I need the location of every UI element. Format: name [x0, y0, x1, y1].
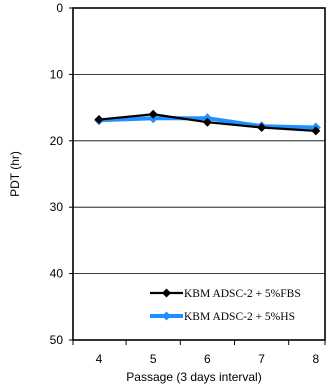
legend-swatch-marker [162, 288, 171, 298]
x-tick-label: 5 [150, 352, 157, 366]
legend-swatch-marker [162, 311, 171, 321]
y-axis-ticks: 0 10 20 30 40 50 [50, 1, 73, 347]
gridlines [73, 74, 325, 275]
legend: KBM ADSC-2 + 5%FBS KBM ADSC-2 + 5%HS [150, 288, 301, 323]
x-tick-label: 4 [96, 352, 103, 366]
x-tick-label: 6 [204, 352, 211, 366]
legend-label: KBM ADSC-2 + 5%HS [184, 311, 295, 323]
x-tick-label: 8 [312, 352, 319, 366]
y-tick-label: 30 [50, 200, 64, 214]
y-tick-label: 40 [50, 267, 64, 281]
data-point-fbs [257, 123, 267, 133]
series-layer [94, 109, 321, 136]
y-tick-label: 50 [50, 333, 64, 347]
y-tick-label: 20 [50, 134, 64, 148]
x-axis-title: Passage (3 days interval) [126, 370, 261, 384]
data-point-fbs [148, 109, 158, 119]
y-tick-label: 0 [56, 1, 63, 15]
data-point-fbs [94, 115, 104, 125]
y-tick-label: 10 [50, 67, 64, 81]
x-axis-ticks: 4 5 6 7 8 [72, 340, 326, 366]
plot-area-frame [72, 7, 326, 341]
data-point-fbs [311, 126, 321, 136]
legend-label: KBM ADSC-2 + 5%FBS [184, 288, 301, 300]
y-axis-title: PDT (hr) [8, 151, 22, 197]
data-point-fbs [202, 117, 212, 127]
x-tick-label: 7 [258, 352, 265, 366]
